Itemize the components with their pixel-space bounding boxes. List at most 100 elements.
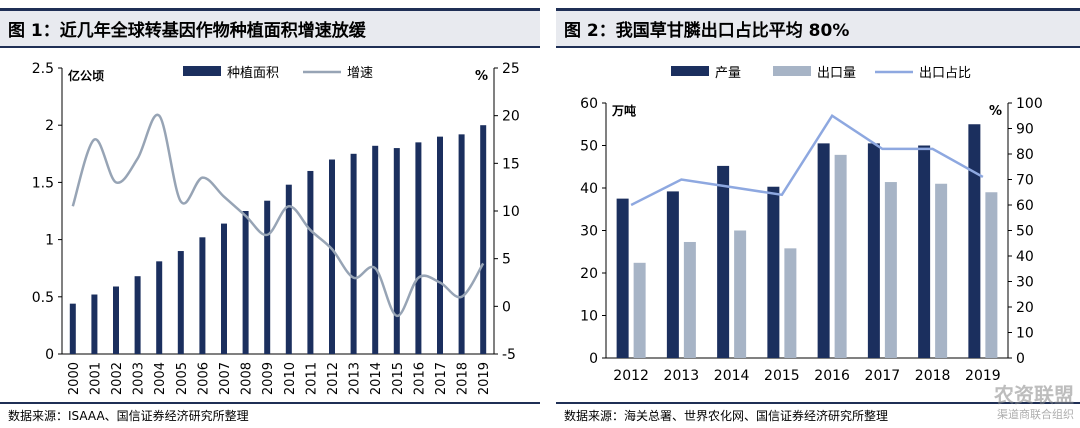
right-legend-swatch-产量	[671, 66, 709, 76]
left-bar-种植面积	[221, 223, 227, 354]
left-bar-种植面积	[372, 145, 379, 354]
left-x-tick-label: 2017	[434, 362, 449, 395]
right-legend-label-出口占比: 出口占比	[919, 66, 971, 81]
left-bar-种植面积	[285, 184, 292, 354]
left-bar-种植面积	[350, 153, 357, 354]
left-x-tick-label: 2016	[412, 362, 427, 395]
left-chart-panel: 图 1：近几年全球转基因作物种植面积增速放缓 0 0.5 1 1.5 2 2.5 -5 0 5 1…	[0, 8, 540, 428]
left-bar-种植面积	[177, 251, 184, 354]
right-yleft-tick-label: 30	[580, 224, 598, 240]
left-bar-种植面积	[156, 261, 163, 354]
left-yright-tick-label: 25	[502, 61, 520, 77]
right-yright-tick-label: 70	[1016, 173, 1034, 189]
left-bar-种植面积	[458, 134, 465, 354]
right-x-tick-label: 2014	[714, 368, 750, 384]
left-bar-种植面积	[134, 276, 141, 354]
right-bar-产量	[767, 186, 780, 358]
right-bar-产量	[817, 143, 830, 358]
left-yright-tick-label: 20	[502, 109, 520, 125]
right-x-tick-label: 2016	[814, 368, 850, 384]
left-x-tick-label: 2010	[283, 362, 298, 395]
left-yright-tick-label: -5	[502, 347, 516, 363]
left-bar-种植面积	[69, 303, 76, 354]
left-legend-label-种植面积: 种植面积	[227, 66, 279, 81]
right-bar-出口量	[985, 192, 998, 358]
right-yright-tick-label: 80	[1016, 147, 1034, 163]
right-x-tick-label: 2015	[764, 368, 800, 384]
left-bar-种植面积	[91, 294, 98, 354]
left-x-tick-label: 2001	[88, 362, 103, 395]
right-x-tick-label: 2012	[613, 368, 649, 384]
right-yleft-label: 万吨	[611, 103, 636, 118]
right-yright-tick-label: 0	[1016, 351, 1025, 367]
left-yright-tick-label: 15	[502, 156, 520, 172]
right-bar-出口量	[734, 230, 747, 358]
left-legend-label-增速: 增速	[347, 66, 373, 81]
left-x-tick-label: 2008	[240, 362, 255, 395]
left-x-tick-label: 2003	[132, 362, 147, 395]
left-x-tick-label: 2018	[456, 362, 471, 395]
left-yleft-tick-label: 1	[45, 233, 54, 249]
left-bar-种植面积	[393, 148, 400, 354]
right-yleft-tick-label: 20	[580, 266, 598, 282]
left-x-tick-label: 2009	[261, 362, 276, 395]
left-bar-种植面积	[113, 286, 119, 354]
left-bar-种植面积	[437, 136, 443, 354]
left-x-tick-label: 2012	[326, 362, 341, 395]
left-bar-种植面积	[199, 237, 206, 354]
right-chart-panel: 图 2：我国草甘膦出口占比平均 80% 0 10 20 30 40 50 60 0 10 20 30…	[556, 0, 1080, 428]
right-bar-产量	[867, 143, 880, 358]
left-x-tick-label: 2004	[153, 362, 168, 395]
left-chart-title: 图 1：近几年全球转基因作物种植面积增速放缓	[0, 8, 540, 48]
left-bar-种植面积	[480, 125, 487, 354]
right-line-出口占比	[630, 114, 984, 207]
right-bar-产量	[968, 124, 981, 358]
left-x-tick-label: 2011	[304, 362, 319, 395]
left-yleft-tick-label: 0	[45, 347, 54, 363]
right-bar-出口量	[683, 241, 696, 358]
right-yleft-tick-label: 10	[580, 309, 598, 325]
left-chart-svg: 0 0.5 1 1.5 2 2.5 -5 0 5 10 15 20 25 亿公顷 % 2000 2001 2002…	[32, 61, 520, 395]
left-yleft-tick-label: 2.5	[32, 61, 54, 77]
left-x-tick-label: 2015	[391, 362, 406, 395]
right-yright-tick-label: 100	[1016, 96, 1043, 112]
left-x-tick-label: 2002	[110, 362, 125, 395]
right-yright-tick-label: 50	[1016, 224, 1034, 240]
left-x-tick-label: 2007	[218, 362, 233, 395]
right-bar-出口量	[633, 262, 646, 358]
left-yright-tick-label: 10	[502, 204, 520, 220]
right-bar-产量	[918, 145, 931, 358]
right-yleft-tick-label: 0	[589, 351, 598, 367]
right-yright-label: %	[989, 104, 1002, 119]
right-yleft-tick-label: 60	[580, 96, 598, 112]
left-x-tick-label: 2000	[67, 362, 82, 395]
left-bar-种植面积	[307, 170, 314, 354]
left-yleft-tick-label: 2	[45, 118, 54, 134]
left-bar-种植面积	[415, 142, 422, 354]
left-x-tick-label: 2005	[175, 362, 190, 395]
right-x-tick-label: 2013	[664, 368, 700, 384]
left-bar-种植面积	[242, 211, 249, 354]
left-yright-tick-label: 5	[502, 252, 511, 268]
right-legend-swatch-出口量	[773, 66, 811, 76]
left-chart-source: 数据来源：ISAAA、国信证券经济研究所整理	[0, 402, 540, 428]
right-yright-tick-label: 10	[1016, 326, 1034, 342]
right-x-tick-label: 2019	[965, 368, 1001, 384]
left-yleft-tick-label: 0.5	[32, 290, 54, 306]
left-line-增速	[71, 113, 485, 318]
right-yleft-tick-label: 40	[580, 181, 598, 197]
right-chart-svg: 0 10 20 30 40 50 60 0 10 20 30 40 50 60 70 80 90 100 万吨 % 20…	[580, 66, 1043, 384]
right-x-tick-label: 2018	[915, 368, 951, 384]
right-yright-tick-label: 30	[1016, 275, 1034, 291]
right-yright-tick-label: 40	[1016, 249, 1034, 265]
left-x-tick-label: 2013	[348, 362, 363, 395]
right-bar-出口量	[784, 248, 797, 358]
watermark-logo: 农资联盟	[994, 383, 1074, 407]
right-bar-产量	[616, 198, 629, 358]
left-x-tick-label: 2019	[477, 362, 492, 395]
left-bar-种植面积	[329, 159, 335, 354]
watermark-subtitle: 渠道商联合组织	[997, 408, 1074, 421]
right-bar-产量	[717, 165, 730, 358]
left-yleft-tick-label: 1.5	[32, 175, 54, 191]
right-chart-source: 数据来源：海关总署、世界农化网、国信证券经济研究所整理	[556, 402, 1080, 428]
